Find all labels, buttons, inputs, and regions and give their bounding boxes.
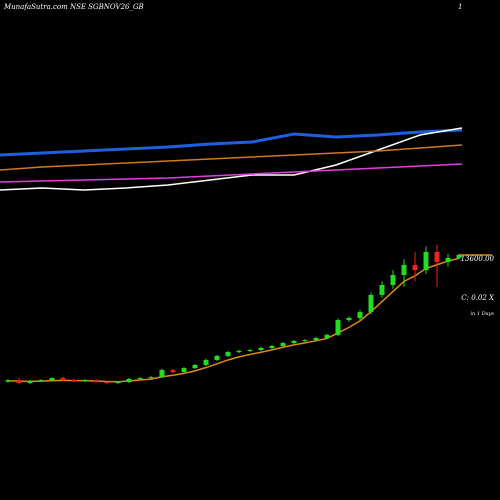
candle-body	[269, 345, 275, 348]
candle-body	[225, 352, 231, 356]
candle-body	[346, 317, 352, 320]
indicator-line	[0, 144, 463, 171]
candle-body	[423, 252, 429, 271]
candle-body	[214, 355, 220, 360]
indicator-line	[0, 127, 463, 191]
candle-body	[181, 368, 187, 372]
period-label: in 1 Days	[470, 311, 494, 317]
candle-body	[16, 380, 22, 383]
candle-body	[49, 378, 55, 381]
candle-body	[104, 382, 110, 384]
candle-body	[203, 359, 209, 365]
candle-body	[368, 294, 374, 313]
candle-body	[258, 348, 264, 351]
indicator-line	[0, 128, 463, 157]
candle-body	[390, 275, 396, 285]
candle-body	[379, 285, 385, 295]
candle-body	[60, 378, 66, 381]
candle-body	[71, 380, 77, 382]
candle-body	[93, 380, 99, 383]
candle-body	[82, 380, 88, 382]
candle-body	[357, 312, 363, 318]
candle-body	[401, 264, 407, 276]
candle-body	[148, 377, 154, 379]
candle-body	[324, 334, 330, 339]
candle-body	[291, 341, 297, 344]
candle-body	[412, 264, 418, 271]
candle-body	[126, 378, 132, 383]
candle-body	[456, 254, 462, 258]
last-price: 13600.00	[461, 255, 495, 263]
candle-body	[38, 380, 44, 382]
corner-label: 1	[458, 3, 462, 11]
candle-body	[115, 382, 121, 384]
candle-body	[335, 320, 341, 335]
candle-body	[5, 380, 11, 382]
candle-body	[137, 378, 143, 380]
candle-body	[159, 369, 165, 378]
change-label: C: 0.02 X	[461, 294, 495, 302]
candle-body	[434, 252, 440, 262]
chart-title: MunafaSutra.com NSE SGBNOV26_GB	[3, 3, 144, 11]
candle-body	[313, 338, 319, 341]
candle-body	[247, 350, 253, 352]
candle-body	[302, 340, 308, 342]
indicator-line	[0, 163, 463, 183]
candle-body	[170, 369, 176, 372]
candle-body	[192, 364, 198, 369]
candle-body	[445, 257, 451, 262]
candle-body	[27, 380, 33, 383]
candle-body	[280, 343, 286, 346]
candle-body	[236, 350, 242, 353]
